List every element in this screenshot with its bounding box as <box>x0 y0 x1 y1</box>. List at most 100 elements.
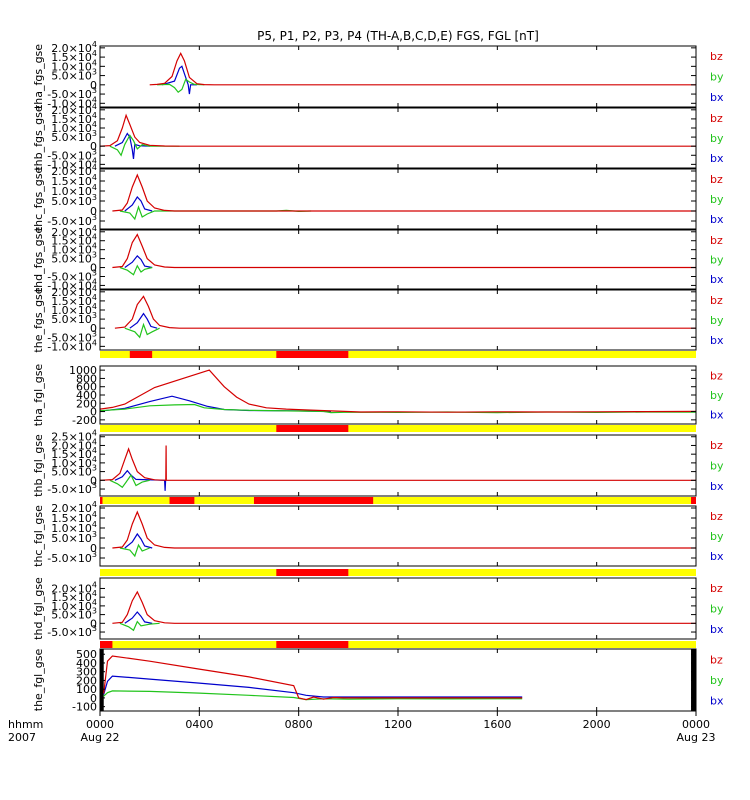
y-tick-label: 100 <box>76 683 97 696</box>
legend-by: by <box>710 389 724 402</box>
series-line-bz <box>100 113 696 147</box>
y-tick-exponent: 3 <box>92 147 97 156</box>
series-line-by <box>119 620 160 632</box>
y-tick-label: 1.0×104 <box>51 598 97 613</box>
panel: 2.0×1041.5×1041.0×1045.0×1030-5.0×103thc… <box>32 497 724 567</box>
y-tick-label: 2.0×104 <box>51 500 97 515</box>
series-line-bz <box>103 655 523 701</box>
x-tick-label: 0000 <box>682 718 710 731</box>
y-tick-label: 0 <box>90 79 97 92</box>
legend-bx: bx <box>710 152 724 165</box>
status-bar-segment <box>129 351 153 358</box>
series-line-by <box>124 322 160 339</box>
y-tick-label: 800 <box>76 372 97 385</box>
status-bar-segment <box>100 569 696 576</box>
y-tick-label: 5.0×103 <box>51 607 97 622</box>
y-tick-exponent: 3 <box>92 193 97 202</box>
y-tick-label: -100 <box>72 701 97 714</box>
legend-bz: bz <box>710 370 723 383</box>
panel-frame <box>99 365 697 425</box>
panel-frame <box>99 434 697 497</box>
y-tick-label: 2.0×104 <box>51 224 97 239</box>
panel-frame <box>99 648 697 712</box>
y-tick-exponent: 3 <box>92 464 97 473</box>
y-tick-exponent: 4 <box>92 95 97 104</box>
legend-bx: bx <box>710 550 724 563</box>
series-line-by <box>119 205 312 221</box>
panel: 2.0×1041.5×1041.0×1045.0×1030-5.0×103-1.… <box>32 224 724 293</box>
legend-bz: bz <box>710 112 723 125</box>
status-bar-segment <box>276 641 349 648</box>
status-bar-segment <box>276 425 349 432</box>
legend-bx: bx <box>710 408 724 421</box>
legend-bx: bx <box>710 273 724 286</box>
y-tick-label: 1.5×104 <box>51 233 97 248</box>
series-line-bz <box>112 173 696 212</box>
y-axis-label: thb_fgl_gse <box>32 434 45 497</box>
panel-frame <box>99 168 697 230</box>
series-line-bz <box>112 590 696 624</box>
panel-frame <box>99 289 697 351</box>
y-tick-label: -1.0×104 <box>47 95 97 110</box>
legend-by: by <box>710 193 724 206</box>
series-line-by <box>157 78 205 94</box>
legend-by: by <box>710 314 724 327</box>
x-axis-caption: hhmm <box>8 718 43 731</box>
x-tick-label: 2000 <box>583 718 611 731</box>
y-tick-exponent: 4 <box>92 284 97 293</box>
y-tick-exponent: 4 <box>92 302 97 311</box>
y-tick-label: 5.0×103 <box>51 251 97 266</box>
y-tick-label: 5.0×103 <box>51 530 97 545</box>
y-tick-exponent: 4 <box>92 49 97 58</box>
series-line-by <box>109 473 150 489</box>
series-line-bz <box>100 445 696 481</box>
status-bar-segment <box>691 497 696 504</box>
y-tick-label: 0 <box>90 205 97 218</box>
panel-frame <box>99 577 697 640</box>
y-tick-label: 0 <box>90 692 97 705</box>
y-tick-label: 1.0×104 <box>51 242 97 257</box>
y-tick-exponent: 3 <box>92 86 97 95</box>
y-tick-exponent: 4 <box>92 102 97 111</box>
y-tick-label: 200 <box>76 674 97 687</box>
y-tick-exponent: 3 <box>92 68 97 77</box>
y-axis-label: the_fgs_gse <box>32 287 45 352</box>
y-tick-label: 0 <box>90 262 97 275</box>
y-tick-label: 2.0×104 <box>51 40 97 55</box>
y-axis-label: thd_fgl_gse <box>32 577 45 640</box>
y-axis-label: tha_fgl_gse <box>32 364 45 427</box>
series-line-bx <box>129 312 158 329</box>
panel: 2.0×1041.5×1041.0×1045.0×1030-5.0×103thc… <box>32 163 724 231</box>
legend-by: by <box>710 71 724 84</box>
y-tick-exponent: 3 <box>92 550 97 559</box>
series-line-bz <box>112 510 696 549</box>
status-bar-segment <box>276 351 349 358</box>
y-axis-label: thc_fgs_gse <box>32 167 45 232</box>
y-tick-label: -1.0×104 <box>47 277 97 292</box>
series-line-by <box>119 543 150 558</box>
y-tick-label: 2.0×104 <box>51 437 97 452</box>
legend-bz: bz <box>710 653 723 666</box>
y-tick-exponent: 4 <box>92 120 97 129</box>
status-bar-segment <box>100 497 103 504</box>
y-tick-label: -5.0×103 <box>47 481 97 496</box>
y-tick-label: 2.0×104 <box>51 284 97 299</box>
legend-bx: bx <box>710 91 724 104</box>
y-tick-exponent: 4 <box>92 455 97 464</box>
y-tick-exponent: 4 <box>92 429 97 438</box>
y-tick-label: 1.5×104 <box>51 589 97 604</box>
y-tick-label: 200 <box>76 397 97 410</box>
y-tick-label: -1.0×104 <box>47 338 97 353</box>
y-tick-label: -5.0×103 <box>47 86 97 101</box>
legend-by: by <box>710 460 724 473</box>
status-bar-segment <box>100 641 113 648</box>
y-tick-label: 500 <box>76 648 97 661</box>
y-axis-label: the_fgl_gse <box>32 649 45 712</box>
y-tick-label: 2.5×104 <box>51 429 97 444</box>
legend-by: by <box>710 254 724 267</box>
y-tick-label: -5.0×103 <box>47 147 97 162</box>
y-axis-label: thc_fgl_gse <box>32 505 45 567</box>
series-line-bx <box>161 65 197 95</box>
